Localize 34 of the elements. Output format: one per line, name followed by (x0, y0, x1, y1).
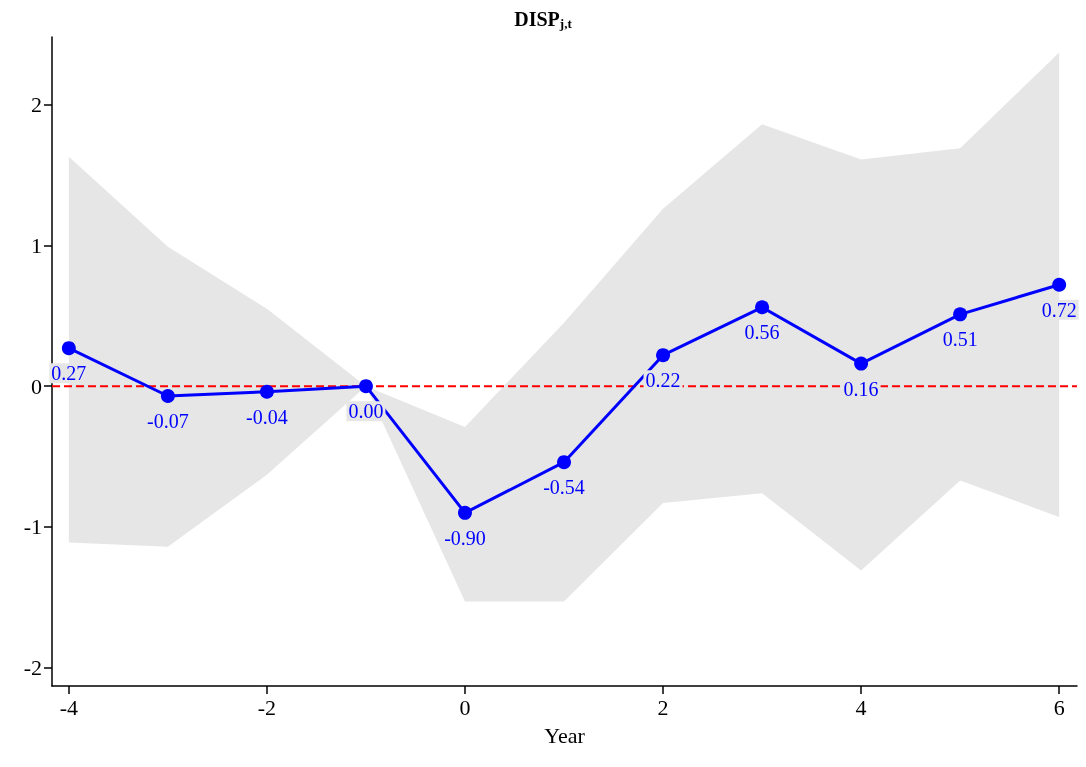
y-tick-label: -2 (23, 655, 42, 681)
data-label: 0.27 (51, 362, 87, 385)
data-label: 0.16 (843, 377, 879, 400)
x-axis-title: Year (544, 722, 586, 748)
x-tick-label: -4 (59, 694, 78, 720)
data-label: -0.90 (444, 526, 486, 549)
point (755, 300, 770, 315)
y-tick-label: 1 (31, 232, 42, 258)
data-label: -0.54 (543, 476, 585, 499)
data-label: 0.22 (645, 369, 681, 392)
x-tick-label: 0 (459, 694, 471, 720)
point (557, 455, 571, 470)
point (61, 341, 76, 356)
point (160, 388, 175, 403)
data-label: 0.00 (348, 400, 384, 423)
data-label: -0.07 (147, 409, 189, 432)
x-tick-label: 2 (657, 694, 669, 720)
point (358, 379, 373, 394)
y-tick-label: -1 (23, 514, 42, 540)
x-tick-label: 6 (1053, 694, 1065, 720)
data-label: 0.72 (1041, 298, 1077, 321)
point (1052, 277, 1067, 292)
y-tick-label: 0 (31, 373, 42, 399)
point (259, 384, 274, 399)
point (953, 307, 968, 322)
x-tick-label: -2 (257, 694, 277, 720)
data-label: -0.04 (246, 405, 288, 428)
point (457, 505, 472, 520)
data-label: 0.51 (942, 328, 978, 351)
data-label: 0.56 (744, 321, 780, 344)
point (656, 348, 671, 363)
x-tick-label: 4 (855, 694, 867, 720)
y-tick-label: 2 (31, 92, 42, 118)
point (854, 356, 869, 371)
